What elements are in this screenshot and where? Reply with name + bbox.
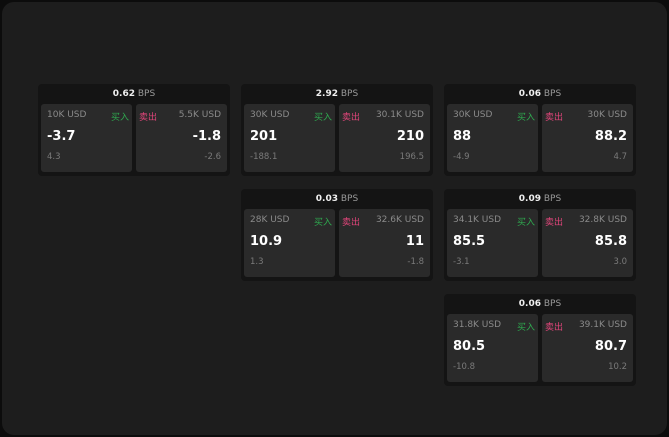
sell-cell[interactable]: 39.1K USD 卖出 80.7 10.2 (542, 314, 633, 382)
sell-change: -1.8 (407, 257, 424, 267)
buy-change: -3.1 (453, 257, 470, 267)
price-widget: 0.62 BPS 10K USD 买入 -3.7 4.3 5.5K USD 卖出… (38, 84, 230, 176)
buy-cell[interactable]: 30K USD 买入 201 -188.1 (244, 104, 335, 172)
buy-change: -4.9 (453, 152, 470, 162)
buy-label[interactable]: 买入 (516, 323, 535, 333)
sell-label[interactable]: 卖出 (342, 113, 361, 123)
sell-change: 3.0 (613, 257, 627, 267)
buy-cell[interactable]: 28K USD 买入 10.9 1.3 (244, 209, 335, 277)
sell-size: 39.1K USD (578, 320, 627, 330)
spread-header: 0.09 BPS (444, 189, 636, 209)
spread-header: 0.06 BPS (444, 84, 636, 104)
spread-value: 0.09 (518, 194, 541, 204)
sell-change: 10.2 (608, 362, 627, 372)
price-widget: 0.03 BPS 28K USD 买入 10.9 1.3 32.6K USD 卖… (241, 189, 433, 281)
buy-cell[interactable]: 34.1K USD 买入 85.5 -3.1 (447, 209, 538, 277)
buy-size: 10K USD (47, 110, 87, 120)
buy-cell[interactable]: 31.8K USD 买入 80.5 -10.8 (447, 314, 538, 382)
spread-header: 0.03 BPS (241, 189, 433, 209)
buy-price: 201 (250, 129, 278, 144)
buy-label[interactable]: 买入 (516, 113, 535, 123)
price-widget: 0.09 BPS 34.1K USD 买入 85.5 -3.1 32.8K US… (444, 189, 636, 281)
buy-size: 30K USD (453, 110, 493, 120)
sell-size: 5.5K USD (178, 110, 221, 120)
price-widget: 0.06 BPS 31.8K USD 买入 80.5 -10.8 39.1K U… (444, 294, 636, 386)
spread-value: 0.62 (112, 89, 135, 99)
spread-unit: BPS (137, 89, 156, 99)
spread-header: 2.92 BPS (241, 84, 433, 104)
sell-label[interactable]: 卖出 (545, 323, 564, 333)
buy-size: 31.8K USD (453, 320, 502, 330)
buy-label[interactable]: 买入 (313, 113, 332, 123)
sell-price: 88.2 (594, 129, 627, 144)
sell-label[interactable]: 卖出 (545, 113, 564, 123)
buy-price: 10.9 (250, 234, 283, 249)
buy-price: 80.5 (453, 339, 486, 354)
buy-price: -3.7 (47, 129, 76, 144)
buy-change: -10.8 (453, 362, 475, 372)
sell-cell[interactable]: 30K USD 卖出 88.2 4.7 (542, 104, 633, 172)
sell-size: 30K USD (587, 110, 627, 120)
buy-label[interactable]: 买入 (110, 113, 129, 123)
sell-change: 196.5 (399, 152, 424, 162)
spread-value: 0.06 (518, 89, 541, 99)
spread-unit: BPS (340, 89, 359, 99)
sell-change: 4.7 (613, 152, 627, 162)
sell-size: 30.1K USD (375, 110, 424, 120)
spread-unit: BPS (340, 194, 359, 204)
buy-price: 85.5 (453, 234, 486, 249)
sell-label[interactable]: 卖出 (342, 218, 361, 228)
buy-label[interactable]: 买入 (313, 218, 332, 228)
sell-price: 210 (396, 129, 424, 144)
buy-size: 34.1K USD (453, 215, 502, 225)
buy-size: 30K USD (250, 110, 290, 120)
sell-cell[interactable]: 32.8K USD 卖出 85.8 3.0 (542, 209, 633, 277)
price-widget: 0.06 BPS 30K USD 买入 88 -4.9 30K USD 卖出 8… (444, 84, 636, 176)
sell-size: 32.6K USD (375, 215, 424, 225)
buy-cell[interactable]: 30K USD 买入 88 -4.9 (447, 104, 538, 172)
price-widget: 2.92 BPS 30K USD 买入 201 -188.1 30.1K USD… (241, 84, 433, 176)
buy-size: 28K USD (250, 215, 290, 225)
spread-unit: BPS (543, 194, 562, 204)
buy-label[interactable]: 买入 (516, 218, 535, 228)
buy-change: 1.3 (250, 257, 264, 267)
buy-change: 4.3 (47, 152, 61, 162)
spread-value: 0.06 (518, 299, 541, 309)
sell-change: -2.6 (204, 152, 221, 162)
sell-label[interactable]: 卖出 (139, 113, 158, 123)
buy-change: -188.1 (250, 152, 278, 162)
sell-size: 32.8K USD (578, 215, 627, 225)
sell-price: -1.8 (192, 129, 221, 144)
spread-value: 0.03 (315, 194, 338, 204)
sell-cell[interactable]: 30.1K USD 卖出 210 196.5 (339, 104, 430, 172)
spread-header: 0.06 BPS (444, 294, 636, 314)
sell-label[interactable]: 卖出 (545, 218, 564, 228)
sell-cell[interactable]: 5.5K USD 卖出 -1.8 -2.6 (136, 104, 227, 172)
sell-cell[interactable]: 32.6K USD 卖出 11 -1.8 (339, 209, 430, 277)
sell-price: 11 (405, 234, 424, 249)
spread-value: 2.92 (315, 89, 338, 99)
sell-price: 80.7 (594, 339, 627, 354)
buy-cell[interactable]: 10K USD 买入 -3.7 4.3 (41, 104, 132, 172)
sell-price: 85.8 (594, 234, 627, 249)
spread-header: 0.62 BPS (38, 84, 230, 104)
spread-unit: BPS (543, 299, 562, 309)
buy-price: 88 (453, 129, 472, 144)
spread-unit: BPS (543, 89, 562, 99)
